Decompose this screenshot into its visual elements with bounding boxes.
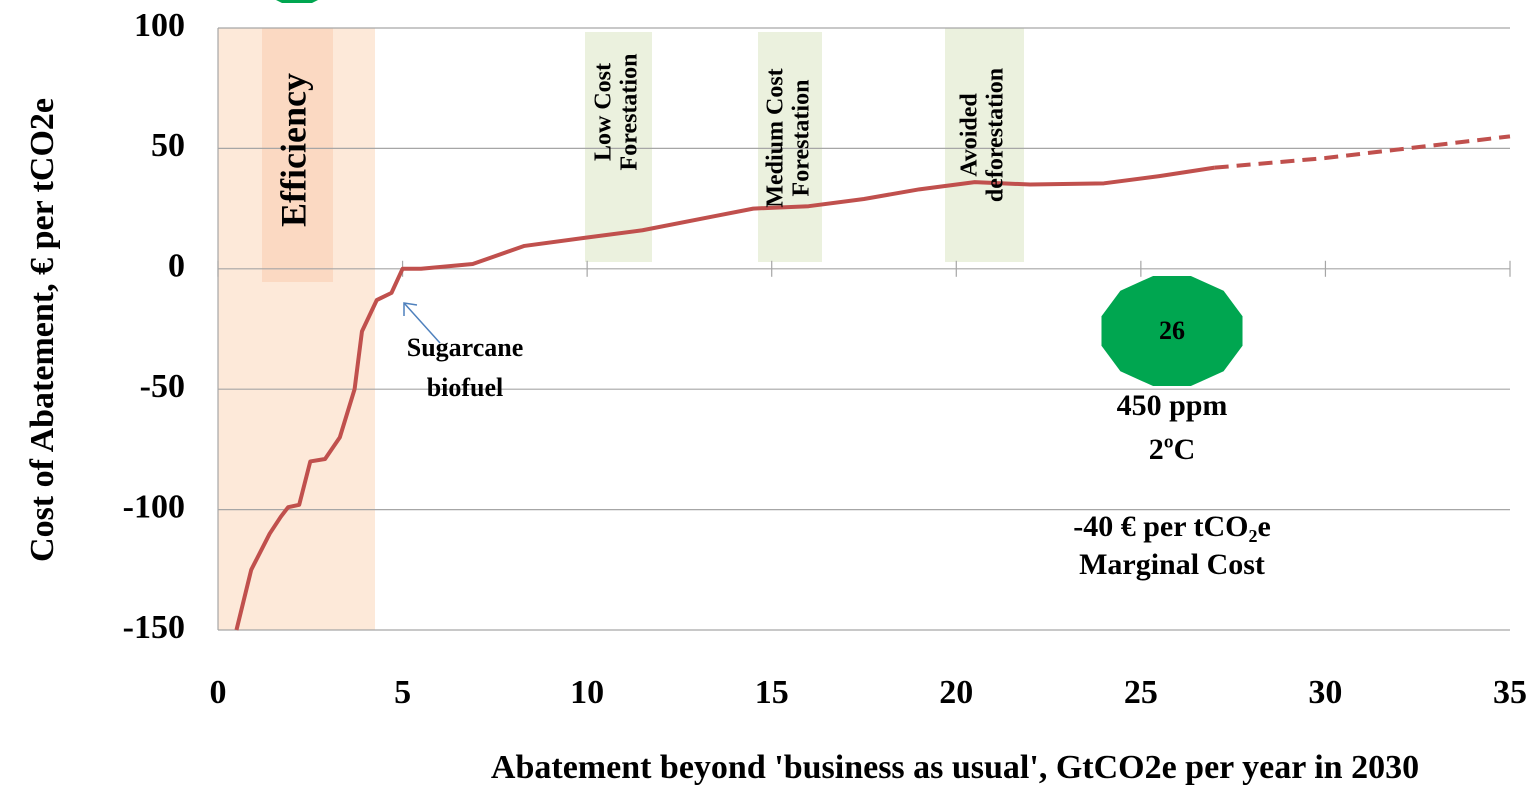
annotation: Forestation	[789, 80, 815, 197]
x-tick-label: 20	[939, 674, 973, 711]
x-tick-label: 5	[394, 674, 411, 711]
y-tick-label: -50	[140, 368, 185, 405]
badge-shape	[1101, 275, 1243, 387]
annotation: Marginal Cost	[1079, 548, 1265, 581]
annotation: 26	[1159, 316, 1185, 345]
low-cost-box	[585, 32, 652, 262]
annotation: biofuel	[427, 373, 504, 402]
x-tick-label: 10	[570, 674, 604, 711]
annotation: Low Cost	[591, 63, 617, 161]
x-tick-label: 15	[755, 674, 789, 711]
y-tick-label: -100	[123, 488, 185, 525]
y-tick-label: -150	[123, 609, 185, 646]
medium-cost-box	[758, 32, 822, 262]
y-tick-label: 0	[168, 248, 185, 285]
annotation: Forestation	[617, 54, 643, 171]
avoided-box	[945, 28, 1024, 262]
annotation: -40 € per tCO₂e	[1073, 510, 1271, 543]
annotation: 2ºC	[1149, 433, 1196, 466]
badge	[1101, 275, 1243, 387]
x-axis-title: Abatement beyond 'business as usual', Gt…	[491, 749, 1419, 786]
data-line	[234, 165, 1215, 631]
badge-partial	[276, 0, 318, 3]
annotation: 450 ppm	[1117, 389, 1228, 422]
arrow-head	[403, 302, 418, 316]
arrow	[403, 302, 441, 344]
annotation: Medium Cost	[763, 68, 789, 207]
x-tick-label: 25	[1124, 674, 1158, 711]
data-line	[1214, 134, 1511, 170]
y-tick-label: 50	[151, 127, 185, 164]
x-tick-label: 30	[1308, 674, 1342, 711]
annotation: Efficiency	[273, 73, 313, 227]
annotation: deforestation	[983, 68, 1009, 202]
annotation: Avoided	[957, 93, 983, 177]
x-tick-label: 0	[210, 674, 227, 711]
y-axis-title: Cost of Abatement, € per tCO2e	[24, 98, 61, 562]
efficiency-box	[262, 28, 333, 282]
annotation: Sugarcane	[407, 333, 524, 362]
x-tick-label: 35	[1493, 674, 1527, 711]
y-tick-label: 100	[134, 7, 185, 44]
